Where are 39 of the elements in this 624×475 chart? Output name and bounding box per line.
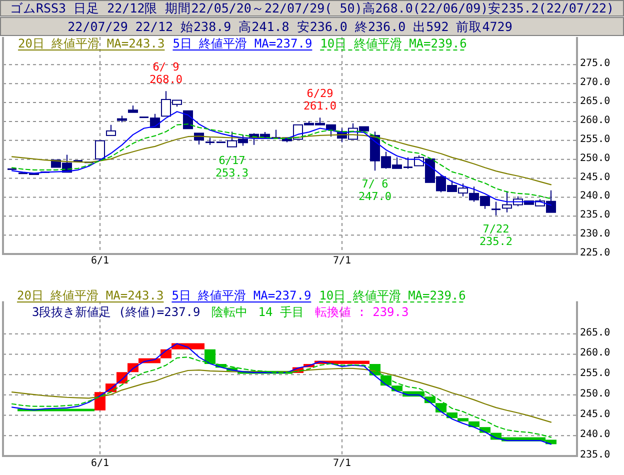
y-tick-label: 270.0 bbox=[580, 77, 610, 88]
y-tick-label: 230.0 bbox=[580, 228, 610, 240]
y-tick-label: 255.0 bbox=[580, 368, 610, 380]
y-tick-label: 235.0 bbox=[580, 210, 610, 221]
annotation: 3段抜き新値足 (終値)=237.9 bbox=[32, 305, 200, 319]
annotation: 14 手目 bbox=[258, 305, 304, 319]
y-tick-label: 240.0 bbox=[580, 190, 610, 202]
text: 10日 終値平滑 MA=239.6 bbox=[320, 36, 467, 50]
chart-subtitle: 22/07/29 22/12 始238.9 高241.8 安236.0 終236.0 出592 前取4729 bbox=[68, 19, 512, 34]
x-tick-label: 7/1 bbox=[332, 458, 352, 469]
annotation: 6/17 253.3 bbox=[215, 154, 249, 180]
y-tick-label: 245.0 bbox=[580, 408, 610, 420]
text: 20日 終値平滑 MA=243.3 bbox=[17, 288, 164, 302]
y-tick-label: 275.0 bbox=[580, 58, 610, 70]
y-tick-label: 265.0 bbox=[580, 96, 610, 108]
annotation: 7/ 6 247.0 bbox=[358, 178, 392, 204]
y-tick-label: 240.0 bbox=[580, 429, 610, 440]
y-tick-label: 260.0 bbox=[580, 114, 610, 126]
y-tick-label: 225.0 bbox=[580, 248, 610, 258]
x-tick-label: 7/1 bbox=[332, 256, 352, 266]
text: 10日 終値平滑 MA=239.6 bbox=[319, 288, 466, 302]
y-tick-label: 255.0 bbox=[580, 134, 610, 145]
annotation: 転換値 : 239.3 bbox=[314, 305, 409, 319]
y-tick-label: 265.0 bbox=[580, 327, 610, 338]
annotation: 7/22 235.2 bbox=[479, 222, 513, 248]
text: 20日 終値平滑 MA=243.3 bbox=[18, 36, 165, 50]
x-tick-label: 6/1 bbox=[90, 458, 110, 469]
annotation: 6/ 9 268.0 bbox=[149, 60, 183, 86]
y-tick-label: 260.0 bbox=[580, 348, 610, 359]
text: 5日 終値平滑 MA=237.9 bbox=[172, 288, 312, 302]
y-tick-label: 250.0 bbox=[580, 152, 610, 164]
x-tick-label: 6/1 bbox=[90, 256, 110, 266]
y-tick-label: 245.0 bbox=[580, 172, 610, 183]
annotation: 陰転中 bbox=[211, 305, 248, 319]
chart-title: ゴムRSS3 日足 22/12限 期間22/05/20～22/07/29( 50)高268.0(22/06/09)安235.2(22/07/22) bbox=[10, 0, 614, 16]
y-tick-label: 235.0 bbox=[580, 450, 610, 460]
annotation: 6/29 261.0 bbox=[303, 87, 337, 113]
y-tick-label: 250.0 bbox=[580, 388, 610, 400]
text: 5日 終値平滑 MA=237.9 bbox=[172, 36, 312, 50]
